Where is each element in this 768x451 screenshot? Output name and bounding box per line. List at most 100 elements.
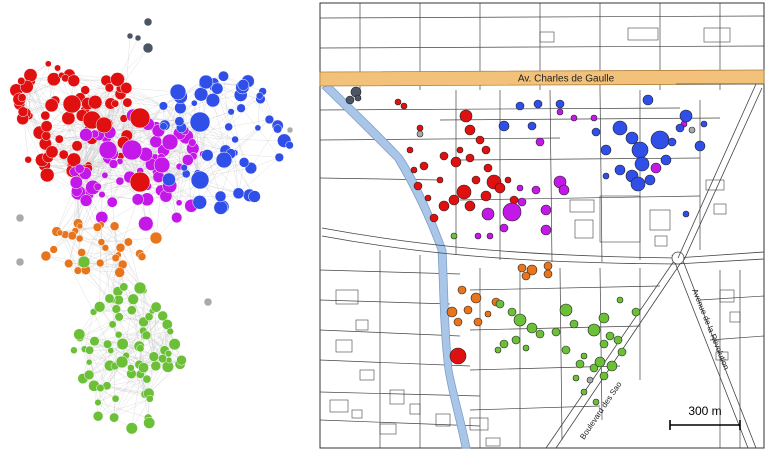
map-node-blue	[612, 120, 628, 136]
network-node-purple	[188, 138, 197, 147]
avenue-revolution	[671, 252, 757, 449]
map-node-red	[400, 102, 408, 110]
network-edge	[94, 341, 132, 374]
network-node-orange	[114, 267, 125, 278]
network-node-purple	[106, 196, 118, 208]
network-edge	[85, 264, 123, 271]
network-node-blue	[174, 116, 185, 127]
building-block	[329, 399, 349, 413]
map-node-red	[406, 146, 414, 154]
building-block	[469, 417, 489, 431]
network-node-green	[148, 351, 159, 362]
network-node-green	[176, 354, 187, 366]
network-edge	[126, 35, 131, 89]
map-node-orange	[463, 305, 473, 315]
map-node-isolated	[688, 126, 696, 134]
network-edge	[120, 199, 138, 248]
network-edge	[68, 263, 94, 312]
network-node-red	[129, 107, 151, 129]
building-block	[705, 179, 725, 191]
network-node-green	[138, 362, 149, 374]
network-edge	[84, 349, 95, 386]
network-node-green	[92, 410, 104, 422]
network-edge	[95, 102, 127, 136]
network-node-orange	[75, 234, 84, 243]
network-node-green	[114, 330, 123, 339]
network-node-blue	[169, 83, 187, 101]
network-edge	[212, 100, 226, 151]
network-edge	[100, 262, 119, 292]
map-node-purple	[486, 232, 494, 240]
avenue-label-charles-de-gaulle: Av. Charles de Gaulle	[518, 74, 615, 85]
network-node-orange	[96, 258, 105, 268]
map-node-green	[580, 352, 588, 360]
street	[319, 45, 765, 49]
building-block	[389, 389, 405, 405]
network-node-green	[94, 301, 106, 313]
network-node-red	[61, 111, 76, 126]
network-node-green	[166, 327, 174, 336]
network-node-isolated	[15, 257, 25, 267]
network-node-blue	[285, 141, 294, 150]
map-node-green	[522, 344, 530, 352]
network-node-blue	[180, 164, 188, 172]
street	[319, 177, 441, 181]
network-node-green	[144, 312, 154, 322]
network-node-blue	[248, 190, 261, 203]
network-nodes	[9, 17, 294, 435]
building-block	[359, 369, 375, 381]
map-node-purple	[531, 185, 541, 195]
map-node-red	[394, 98, 402, 106]
map-node-blue	[631, 141, 649, 159]
network-node-orange	[49, 245, 58, 254]
network-node-red	[71, 140, 83, 152]
network-node-orange	[67, 231, 77, 241]
map-node-green	[605, 331, 615, 341]
building-block	[351, 409, 363, 419]
network-node-gray	[143, 17, 153, 27]
building-block	[379, 423, 397, 435]
network-edge	[230, 119, 270, 154]
map-node-red	[439, 151, 449, 161]
network-edge	[83, 261, 124, 288]
map-node-orange	[526, 264, 538, 276]
network-edge	[235, 139, 285, 141]
network-node-green	[77, 255, 91, 269]
map-node-red	[459, 109, 473, 123]
map-node-purple	[516, 184, 524, 192]
map-node-blue	[650, 130, 670, 150]
network-edge	[106, 378, 147, 386]
map-node-red	[494, 182, 506, 194]
network-node-red	[45, 145, 59, 159]
network-edge	[97, 350, 111, 403]
street	[439, 117, 721, 121]
network-node-blue	[232, 187, 245, 200]
map-node-red	[416, 124, 424, 132]
map-node-green	[535, 329, 545, 339]
network-edge	[97, 402, 149, 419]
map-node-gray	[354, 94, 362, 102]
building-block	[713, 203, 727, 215]
network-node-purple	[175, 199, 183, 207]
network-node-green	[85, 358, 93, 366]
network-edge	[143, 290, 150, 317]
network-node-red	[58, 149, 69, 160]
street	[319, 269, 461, 275]
network-node-red	[24, 155, 32, 164]
map-node-green	[494, 346, 502, 354]
network-node-purple	[79, 128, 93, 142]
network-node-blue	[159, 122, 168, 131]
network-edge	[89, 350, 95, 386]
network-node-blue	[218, 70, 229, 82]
network-edge	[79, 334, 123, 345]
network-edge	[126, 87, 164, 107]
network-node-green	[104, 293, 115, 304]
network-edge	[126, 87, 165, 126]
network-node-orange	[73, 266, 82, 275]
network-edge	[113, 366, 115, 418]
building-block	[649, 209, 671, 231]
network-node-red	[88, 95, 103, 110]
map-frame	[319, 2, 765, 449]
network-edge	[225, 127, 258, 151]
map-node-red	[450, 156, 462, 168]
